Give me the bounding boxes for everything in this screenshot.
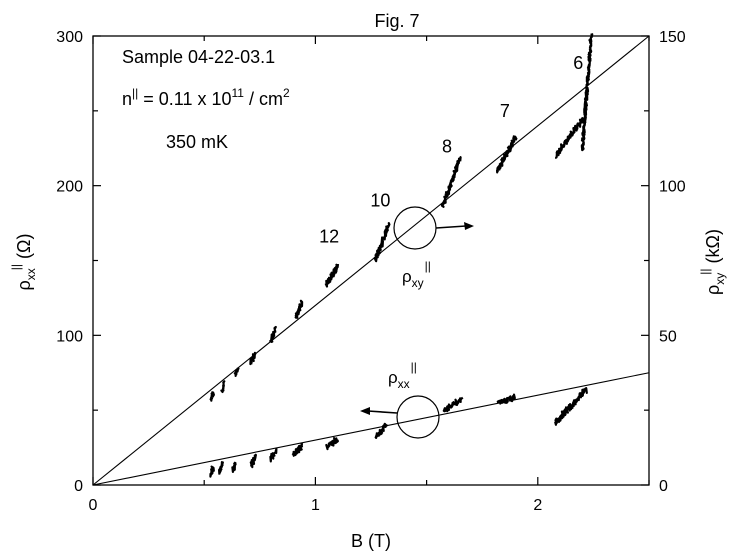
y-right-unit: (kΩ) bbox=[703, 229, 723, 268]
rho-xy-sup: || bbox=[425, 259, 431, 273]
rho-xx-indicator-circle bbox=[396, 395, 440, 439]
rho-xy-data-segment bbox=[440, 156, 462, 208]
y-left-symbol: ρ bbox=[14, 280, 34, 290]
y-right-sub: xy bbox=[713, 273, 727, 285]
rho-xx-data-segment bbox=[442, 396, 464, 413]
rho-xy-curve-label: ρxy|| bbox=[402, 259, 431, 290]
rho-xy-sub: xy bbox=[412, 276, 424, 290]
x-tick-label: 2 bbox=[533, 497, 542, 514]
axis-ticks bbox=[92, 35, 650, 486]
y-axis-left-label: ρxx|| (Ω) bbox=[9, 234, 38, 291]
rho-xx-data-segment bbox=[291, 442, 304, 457]
rho-xx-data-segment bbox=[269, 448, 278, 463]
y-left-tick-label: 200 bbox=[56, 179, 83, 196]
rho-xx-fit-line bbox=[92, 372, 650, 486]
y-left-unit: (Ω) bbox=[14, 234, 34, 264]
rho-xx-data-segment bbox=[374, 422, 388, 439]
rho-xy-data-segment bbox=[555, 117, 584, 160]
figure-title: Fig. 7 bbox=[374, 11, 419, 31]
rho-xx-data-segment bbox=[209, 465, 215, 478]
rho-xx-indicator-arrow bbox=[367, 410, 398, 414]
y-right-symbol: ρ bbox=[703, 285, 723, 295]
rho-xx-data-segment bbox=[218, 461, 225, 475]
rho-xy-axis-indicator bbox=[393, 206, 474, 250]
y-left-sup: || bbox=[9, 264, 23, 270]
filling-factor-labels: 12 10 8 7 6 bbox=[319, 53, 583, 247]
temperature-annotation: 350 mK bbox=[166, 132, 228, 152]
sample-annotation: Sample 04-22-03.1 bbox=[122, 47, 275, 67]
filling-factor-label: 12 bbox=[319, 227, 339, 247]
filling-factor-label: 10 bbox=[370, 191, 390, 211]
rho-xy-symbol: ρ bbox=[402, 267, 412, 286]
y-right-tick-label: 50 bbox=[659, 328, 677, 345]
rho-xy-arrowhead-icon bbox=[464, 222, 474, 230]
rho-xx-sub: xx bbox=[398, 377, 410, 391]
rho-xx-data-segment bbox=[325, 437, 339, 451]
rho-xy-data-segment bbox=[294, 299, 304, 319]
rho-xx-arrowhead-icon bbox=[360, 407, 370, 415]
filling-factor-label: 7 bbox=[500, 101, 510, 121]
rho-xx-curve-label: ρxx|| bbox=[388, 360, 417, 391]
rho-xx-data-segment bbox=[249, 453, 257, 469]
density-unit: / cm bbox=[244, 89, 283, 109]
rho-xy-data-segment bbox=[324, 263, 340, 288]
y-right-tick-label: 0 bbox=[659, 478, 668, 495]
rho-xy-data-segment bbox=[373, 222, 391, 263]
y-left-tick-label: 0 bbox=[74, 478, 83, 495]
rho-xy-data-segment bbox=[249, 351, 257, 366]
density-sup-parallel: || bbox=[132, 86, 138, 100]
rho-xy-data-segment bbox=[209, 391, 215, 402]
rho-xx-symbol: ρ bbox=[388, 368, 398, 387]
plot-area bbox=[92, 33, 650, 486]
density-unit-exponent: 2 bbox=[283, 86, 290, 100]
y-left-tick-label: 300 bbox=[56, 29, 83, 46]
y-axis-right-label: ρxy|| (kΩ) bbox=[698, 229, 727, 295]
rho-xx-data-segment bbox=[496, 393, 516, 405]
rho-xx-sup: || bbox=[411, 360, 417, 374]
rho-xy-indicator-arrow bbox=[435, 225, 467, 229]
rho-xy-data-segment bbox=[220, 380, 226, 394]
rho-xy-indicator-circle bbox=[393, 206, 437, 250]
rho-xy-data-segment bbox=[496, 135, 518, 174]
y-left-tick-label: 100 bbox=[56, 328, 83, 345]
filling-factor-label: 8 bbox=[442, 137, 452, 157]
rho-xx-axis-indicator bbox=[360, 395, 440, 439]
rho-xy-fit-line bbox=[92, 35, 650, 486]
y-right-tick-label: 100 bbox=[659, 179, 686, 196]
rho-xy-data-segment bbox=[269, 325, 277, 343]
x-tick-label: 0 bbox=[89, 497, 98, 514]
rho-xy-data-segment bbox=[580, 33, 594, 152]
y-left-sub: xx bbox=[24, 268, 38, 280]
filling-factor-label: 6 bbox=[573, 53, 583, 73]
x-tick-label: 1 bbox=[311, 497, 320, 514]
rho-xx-data-segment bbox=[231, 461, 237, 473]
y-right-tick-label: 150 bbox=[659, 29, 686, 46]
rho-xy-data-segment bbox=[233, 367, 240, 377]
x-axis-label: B (T) bbox=[351, 531, 391, 551]
rho-xx-data-segment bbox=[554, 387, 588, 426]
density-symbol: n bbox=[122, 89, 132, 109]
y-right-sup: || bbox=[698, 268, 712, 274]
density-annotation: n|| = 0.11 x 1011 / cm2 bbox=[122, 86, 290, 109]
density-middle: = 0.11 x 10 bbox=[138, 89, 231, 109]
density-exponent: 11 bbox=[231, 86, 244, 100]
